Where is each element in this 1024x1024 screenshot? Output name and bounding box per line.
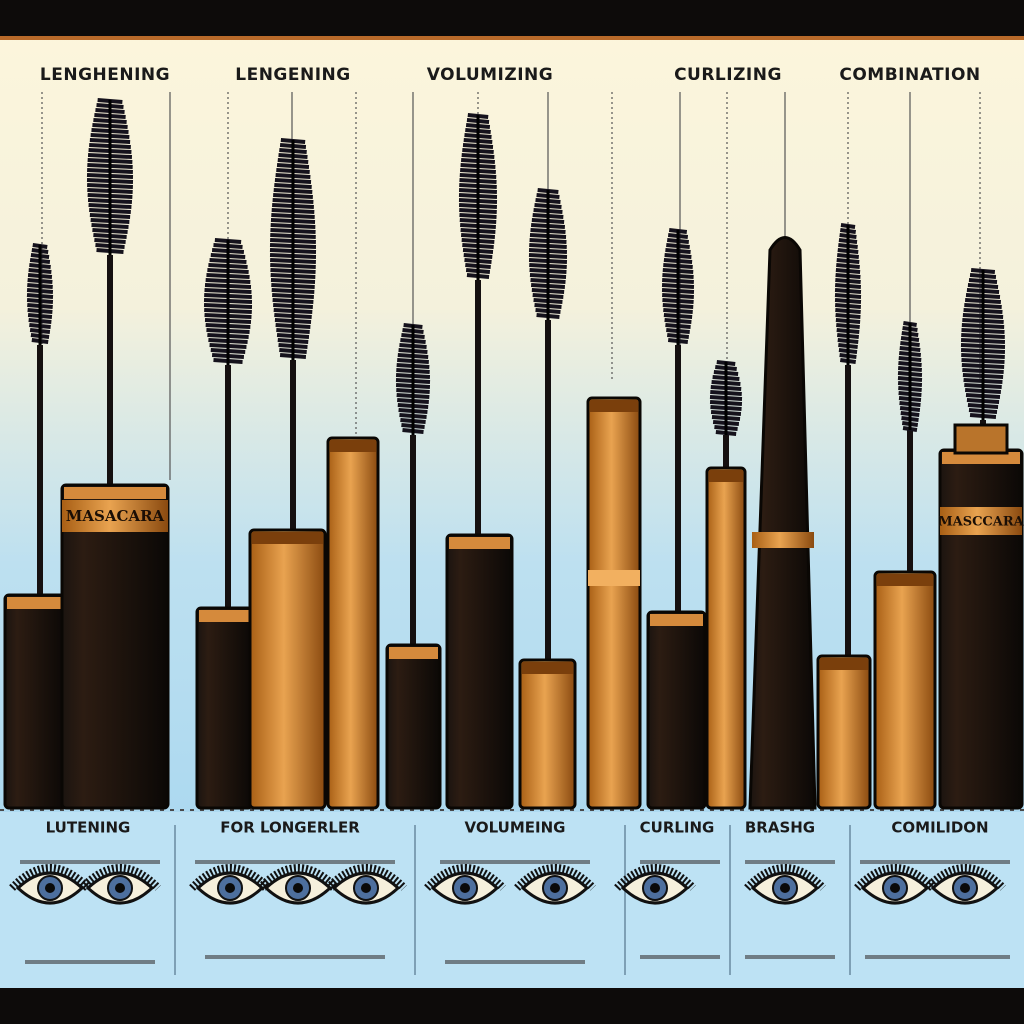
tube-label: MASCCARA — [938, 515, 1024, 530]
caption-scribble — [640, 955, 720, 959]
eye-lashes — [325, 864, 407, 891]
eye-lashes — [514, 864, 596, 891]
artwork — [3, 92, 1024, 975]
mascara-tube — [586, 396, 642, 810]
eye-pupil — [361, 883, 371, 893]
tube-label-band — [940, 507, 1022, 535]
eye-lashes — [257, 864, 339, 891]
eye-lashes — [79, 864, 161, 891]
caption-scribble — [440, 860, 590, 864]
mascara-tube — [646, 610, 707, 810]
footer-label: FOR LONGERLER — [220, 819, 360, 837]
caption-scribble — [445, 960, 585, 964]
mascara-tube — [705, 466, 747, 810]
wand-stick — [410, 435, 416, 650]
mascara-tube — [873, 570, 937, 810]
eye-pupil — [115, 883, 125, 893]
mascara-tube — [60, 483, 170, 810]
wand-stick — [290, 360, 296, 535]
eye-pupil — [780, 883, 790, 893]
mascara-tube — [748, 236, 817, 810]
caption-scribble — [865, 955, 1010, 959]
tube-cap-band — [709, 470, 743, 482]
wand-stick — [907, 430, 913, 575]
bottom-band — [0, 988, 1024, 1024]
eye-lashes — [189, 864, 271, 891]
caption-scribble — [20, 860, 160, 864]
tube-cap-band — [877, 574, 933, 586]
eye-pupil — [890, 883, 900, 893]
mascara-tube — [518, 658, 577, 810]
eye-pupil — [460, 883, 470, 893]
caption-scribble — [195, 860, 395, 864]
mascara-tube — [938, 448, 1024, 810]
tube-cap-band — [650, 614, 703, 626]
tube-cap-band — [199, 610, 250, 622]
mascara-tube — [445, 533, 514, 810]
eye-pupil — [45, 883, 55, 893]
wand-stick — [225, 365, 231, 610]
eye-lashes — [744, 864, 826, 891]
tube-cap-band — [522, 662, 573, 674]
wand-stick — [37, 345, 43, 600]
footer-label: CURLING — [640, 819, 715, 837]
tube-label: MASACARA — [66, 507, 165, 525]
eye-lashes — [854, 864, 936, 891]
wand-stick — [845, 365, 851, 660]
footer-label: LUTENING — [46, 819, 131, 837]
header-label: LENGENING — [235, 65, 350, 85]
mascara-tube — [816, 654, 872, 810]
caption-scribble — [640, 860, 720, 864]
caption-scribble — [205, 955, 385, 959]
tube-cap-band — [389, 647, 438, 659]
tube-cap-band — [942, 452, 1020, 464]
mascara-tube — [3, 593, 67, 810]
eye-lashes — [924, 864, 1006, 891]
caption-scribble — [745, 955, 835, 959]
mascara-tube — [248, 528, 327, 810]
mascara-tube — [195, 606, 254, 810]
eye-pupil — [960, 883, 970, 893]
mascara-tube — [385, 643, 442, 810]
tube-neck — [953, 423, 1009, 455]
tube-label-band — [62, 500, 168, 532]
tube-cap-band — [252, 532, 323, 544]
tube-cap-band — [7, 597, 63, 609]
tube-cap-band — [64, 487, 166, 499]
footer-label: VOLUMEING — [465, 819, 566, 837]
eye-pupil — [550, 883, 560, 893]
top-band — [0, 0, 1024, 36]
tube-label-band — [752, 532, 814, 548]
tube-label-band — [588, 570, 640, 586]
mascara-tube — [326, 436, 380, 810]
tube-cap-band — [590, 400, 638, 412]
wand-stick — [475, 280, 481, 540]
tube-cap-band — [330, 440, 376, 452]
tube-cap-band — [820, 658, 868, 670]
wand-stick — [107, 255, 113, 490]
tube-labels: MASACARA MASCCARA — [62, 500, 1024, 535]
eye-pupil — [650, 883, 660, 893]
eye-lashes — [614, 864, 696, 891]
eye-pupil — [225, 883, 235, 893]
header-label: CURLIZING — [674, 65, 782, 85]
top-rule — [0, 36, 1024, 40]
eye-lashes — [424, 864, 506, 891]
tube-cap-band — [449, 537, 510, 549]
footer-label: COMILIDON — [891, 819, 988, 837]
caption-scribble — [25, 960, 155, 964]
eye-lashes — [9, 864, 91, 891]
header-label: LENGHENING — [40, 65, 170, 85]
caption-scribble — [745, 860, 835, 864]
header-label: COMBINATION — [839, 65, 980, 85]
caption-scribble — [860, 860, 1010, 864]
footer-label: BRASHG — [745, 819, 815, 837]
wand-stick — [675, 345, 681, 615]
eye-pupil — [293, 883, 303, 893]
wand-stick — [545, 320, 551, 665]
header-label: VOLUMIZING — [427, 65, 553, 85]
